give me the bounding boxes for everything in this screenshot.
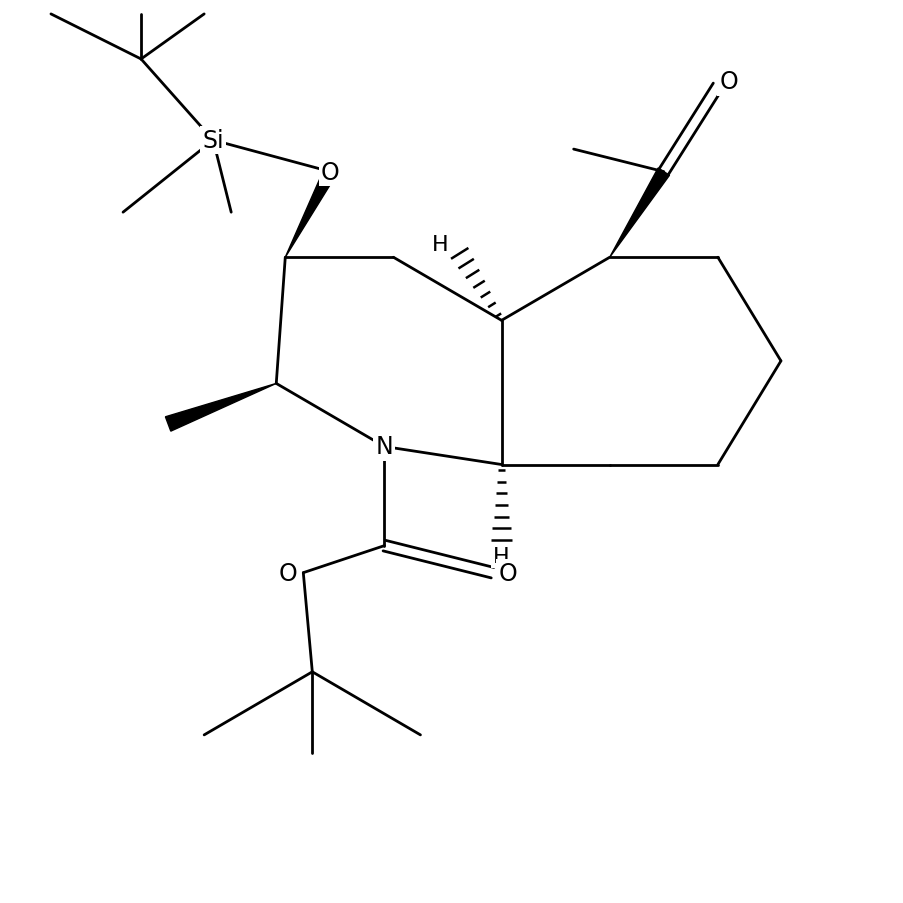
- Text: O: O: [719, 70, 737, 95]
- Text: Si: Si: [202, 129, 224, 153]
- Text: H: H: [432, 235, 448, 255]
- Text: O: O: [498, 561, 517, 585]
- Polygon shape: [285, 169, 336, 258]
- Polygon shape: [165, 384, 276, 432]
- Polygon shape: [609, 169, 669, 258]
- Text: O: O: [278, 561, 297, 585]
- Text: N: N: [375, 435, 393, 459]
- Text: O: O: [321, 161, 340, 184]
- Text: H: H: [493, 547, 509, 567]
